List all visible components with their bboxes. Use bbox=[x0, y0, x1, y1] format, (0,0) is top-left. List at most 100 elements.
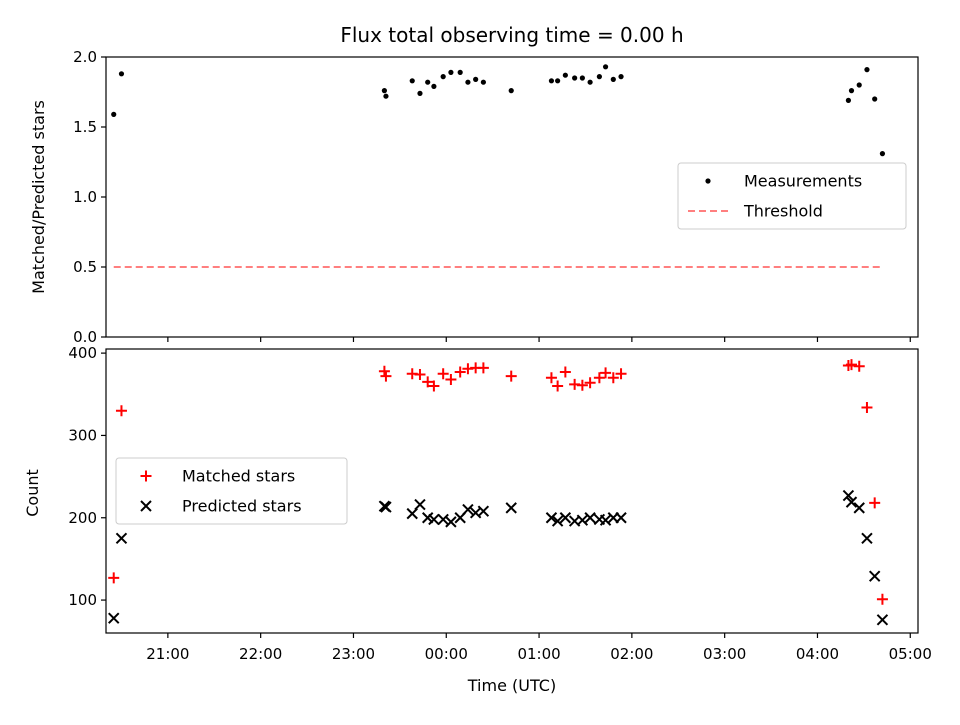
matched-stars-point bbox=[477, 362, 489, 374]
predicted-stars-point bbox=[380, 501, 392, 513]
measurements-point bbox=[845, 97, 852, 103]
measurements-point bbox=[587, 79, 593, 85]
x-tick-label: 23:00 bbox=[332, 645, 375, 663]
matched-stars-point bbox=[115, 405, 127, 417]
measurements-point bbox=[431, 83, 437, 89]
matched-stars-point bbox=[505, 370, 517, 382]
top-legend-label: Threshold bbox=[743, 202, 823, 221]
matched-stars-point bbox=[414, 369, 426, 381]
matched-stars-point bbox=[584, 377, 596, 389]
x-axis-label: Time (UTC) bbox=[467, 676, 556, 695]
predicted-stars-point bbox=[861, 532, 873, 545]
predicted-stars-point bbox=[108, 612, 120, 624]
predicted-stars-point bbox=[551, 515, 564, 527]
plot-layer: 0.0 0.5 1.0 1.5 2.0 100 200 300 400 21:00 22:00 23:… bbox=[68, 48, 932, 663]
matched-stars-point bbox=[422, 376, 434, 388]
predicted-stars-point bbox=[845, 496, 858, 508]
predicted-stars-point bbox=[559, 512, 572, 524]
predicted-stars-point bbox=[868, 570, 881, 582]
matched-stars-point bbox=[559, 366, 571, 378]
matched-stars-point bbox=[378, 365, 390, 377]
x-tick-label: 04:00 bbox=[796, 645, 839, 663]
measurements-point bbox=[409, 78, 415, 84]
measurements-point bbox=[848, 88, 855, 94]
measurements-point bbox=[864, 67, 870, 73]
bottom-legend: Matched stars Predicted stars bbox=[115, 457, 348, 525]
bottom-legend-marker-swatch bbox=[140, 470, 152, 482]
measurements-point bbox=[118, 71, 125, 77]
matched-stars-point bbox=[861, 401, 873, 413]
measurements-point bbox=[562, 72, 568, 78]
predicted-stars-point bbox=[115, 532, 128, 545]
measurements-point bbox=[618, 74, 624, 80]
predicted-stars-point bbox=[428, 513, 440, 526]
measurements-point bbox=[480, 79, 486, 85]
bottom-legend-marker-swatch bbox=[140, 500, 152, 512]
predicted-stars-point bbox=[615, 512, 627, 524]
measurements-point bbox=[440, 74, 446, 80]
predicted-stars-point bbox=[437, 513, 449, 526]
measurements-point bbox=[508, 88, 514, 94]
predicted-stars-point bbox=[545, 512, 558, 524]
matched-stars-point bbox=[853, 360, 865, 372]
matched-stars-point bbox=[615, 368, 627, 380]
measurements-point bbox=[579, 75, 585, 81]
bottom-legend-label: Predicted stars bbox=[182, 497, 302, 516]
predicted-stars-point bbox=[445, 516, 457, 528]
top-legend-label: Measurements bbox=[744, 172, 862, 191]
measurements-point bbox=[383, 93, 389, 99]
matched-stars-point bbox=[576, 379, 588, 391]
predicted-stars-point bbox=[876, 614, 889, 626]
matched-stars-point bbox=[108, 572, 120, 584]
top-y-tick-label: 1.5 bbox=[73, 118, 97, 136]
matched-stars-point bbox=[380, 370, 392, 382]
predicted-stars-point bbox=[406, 507, 418, 520]
predicted-stars-point bbox=[462, 503, 474, 516]
bottom-y-tick-label: 400 bbox=[68, 344, 97, 362]
matched-stars-point bbox=[445, 373, 457, 385]
measurements-point bbox=[425, 79, 431, 85]
matched-stars-point bbox=[454, 366, 466, 378]
predicted-stars-point bbox=[576, 514, 589, 526]
x-tick-label: 00:00 bbox=[425, 645, 468, 663]
top-y-axis-label: Matched/Predicted stars bbox=[29, 100, 48, 294]
measurements-point bbox=[602, 64, 609, 70]
x-tick-label: 05:00 bbox=[889, 645, 932, 663]
measurements-point bbox=[548, 78, 555, 84]
matched-stars-point bbox=[876, 593, 888, 605]
top-legend-box bbox=[677, 162, 907, 230]
top-y-tick-label: 2.0 bbox=[73, 48, 97, 66]
measurements-point bbox=[856, 82, 862, 88]
matched-stars-point bbox=[869, 497, 881, 509]
bottom-y-tick-label: 100 bbox=[68, 591, 97, 609]
measurements-point bbox=[879, 151, 886, 157]
predicted-stars-point bbox=[853, 502, 865, 514]
matched-stars-point bbox=[545, 372, 557, 384]
top-y-tick-label: 0.5 bbox=[73, 258, 97, 276]
measurements-point bbox=[555, 78, 561, 84]
bottom-y-axis-label: Count bbox=[23, 469, 42, 517]
bottom-legend-box bbox=[115, 457, 348, 525]
top-y-tick-label: 0.0 bbox=[73, 328, 97, 346]
predicted-stars-point bbox=[599, 514, 612, 526]
measurements-point bbox=[465, 79, 471, 85]
matched-stars-point bbox=[428, 380, 440, 392]
measurements-point bbox=[596, 74, 602, 80]
x-tick-label: 21:00 bbox=[146, 645, 189, 663]
x-tick-label: 02:00 bbox=[610, 645, 653, 663]
x-tick-label: 01:00 bbox=[517, 645, 560, 663]
bottom-y-tick-label: 300 bbox=[68, 426, 97, 444]
top-legend: Measurements Threshold bbox=[677, 162, 907, 230]
x-tick-label: 22:00 bbox=[239, 645, 282, 663]
predicted-stars-point bbox=[477, 505, 490, 517]
measurements-point bbox=[381, 88, 387, 94]
measurements-point bbox=[111, 111, 117, 117]
matched-stars-point bbox=[552, 380, 564, 392]
matched-stars-point bbox=[845, 359, 857, 371]
measurements-point bbox=[448, 69, 454, 75]
predicted-stars-point bbox=[505, 502, 517, 514]
matched-stars-point bbox=[593, 372, 605, 384]
measurements-point bbox=[417, 90, 423, 96]
measurements-point bbox=[572, 75, 578, 81]
